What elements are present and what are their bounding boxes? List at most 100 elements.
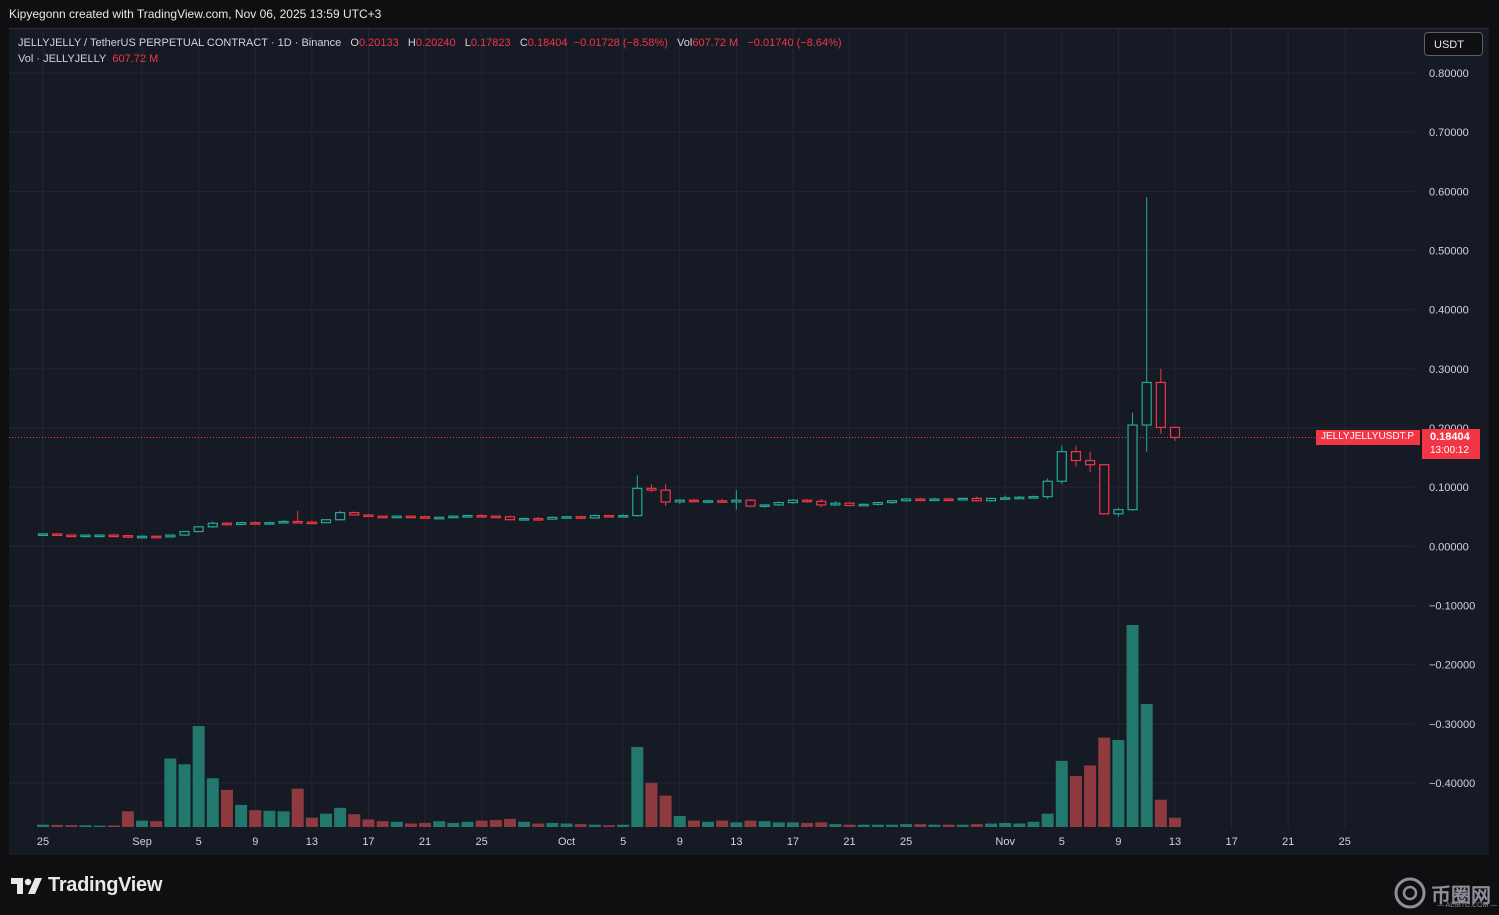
candle-body (603, 514, 615, 518)
volume-bar (744, 820, 757, 827)
volume-indicator-label[interactable]: Vol · JELLYJELLY (18, 53, 107, 65)
volume-bar (93, 825, 106, 827)
candle-body (830, 502, 841, 506)
candle-body (264, 522, 275, 525)
volume-bar (1069, 775, 1082, 827)
candle-body (448, 515, 459, 519)
candle-body (335, 512, 346, 521)
candle-body (66, 534, 77, 538)
attribution-text: Kipyegonn created with TradingView.com, … (9, 7, 382, 21)
vol-label: Vol (677, 37, 693, 49)
candle-body (462, 514, 473, 518)
low-value: 0.17823 (470, 37, 511, 49)
volume-bar (801, 822, 814, 827)
x-axis-tick-label: 25 (476, 836, 488, 848)
volume-bar (574, 824, 587, 827)
volume-bar (320, 813, 332, 827)
candle-body (731, 499, 742, 503)
high-label: H (407, 37, 416, 49)
volume-bar (645, 782, 658, 827)
last-price-value: 0.18404 (1430, 431, 1470, 443)
x-axis-tick-label: 9 (677, 836, 683, 848)
chart-panel[interactable]: 0.80000 0.70000 0.60000 0.50000 0.40000 0.300… (9, 28, 1489, 855)
footer-bar (0, 855, 1499, 915)
close-label: C (519, 37, 528, 49)
candle-body (151, 535, 162, 539)
x-axis-tick-label: 25 (900, 836, 912, 848)
tradingview-logo[interactable]: TradingView (11, 874, 162, 897)
low-label: L (464, 37, 471, 49)
countdown-timer: 13:00:12 (1430, 445, 1469, 456)
candle-body (618, 514, 629, 518)
x-axis-tick-label: 21 (419, 836, 431, 848)
volume-bar (942, 824, 955, 827)
candle-body (886, 500, 898, 504)
volume-bar (447, 822, 460, 827)
volume-bar (1013, 823, 1026, 827)
candle-body (915, 498, 926, 502)
volume-bar (560, 823, 573, 827)
watermark-subtext: — ALIBTC.COM — (1437, 902, 1498, 909)
volume-bar (1112, 739, 1125, 827)
symbol-description[interactable]: JELLYJELLY / TetherUS PERPETUAL CONTRACT… (18, 37, 342, 49)
x-axis-tick-label: 21 (843, 836, 855, 848)
x-axis-tick-label: Sep (132, 836, 152, 848)
candle-body (943, 498, 954, 502)
candle-body (632, 487, 643, 517)
y-axis-tick-label: −0.30000 (1429, 719, 1475, 731)
candle-body (108, 534, 119, 538)
y-axis-tick-label: −0.20000 (1429, 660, 1475, 672)
x-axis-tick-label: 25 (1339, 836, 1351, 848)
y-axis-tick-label: 0.30000 (1429, 364, 1469, 376)
y-axis-tick-label: −0.10000 (1429, 601, 1475, 613)
x-axis-tick-label: 9 (1115, 836, 1121, 848)
candle-body (207, 522, 218, 528)
candle-body (434, 516, 445, 520)
currency-button[interactable]: USDT (1424, 32, 1483, 56)
candle-body (363, 514, 374, 518)
volume-bar (305, 817, 318, 827)
candle-body (1155, 381, 1166, 429)
candle-body (504, 516, 516, 521)
volume-bar (79, 825, 92, 827)
watermark-icon (1394, 877, 1426, 909)
candle-body (1099, 464, 1110, 515)
candle-body (717, 500, 728, 503)
volume-bar (362, 819, 375, 827)
volume-bar (1169, 817, 1181, 827)
candle-body (660, 489, 671, 503)
volume-bar (136, 820, 149, 827)
candle-body (1084, 459, 1096, 466)
candle-body (971, 497, 983, 502)
open-value: 0.20133 (358, 37, 399, 49)
y-axis-tick-label: 0.50000 (1429, 246, 1469, 258)
symbol-price-tag: JELLYJELLYUSDT.P (1316, 430, 1420, 445)
volume-bar (376, 821, 389, 827)
x-axis-tick-label: 5 (620, 836, 626, 848)
chart-legend: JELLYJELLY / TetherUS PERPETUAL CONTRACT… (18, 35, 842, 67)
candle-body (985, 497, 997, 502)
vol-change-value: −0.01740 (−8.64%) (747, 37, 842, 49)
y-axis-tick-label: −0.40000 (1429, 778, 1475, 790)
candlestick-chart[interactable]: 0.80000 0.70000 0.60000 0.50000 0.40000 0.300… (9, 29, 1489, 855)
x-axis-tick-label: 13 (730, 836, 742, 848)
y-axis-tick-label: 0.80000 (1429, 68, 1469, 80)
volume-bar (419, 822, 432, 827)
volume-bar (815, 822, 828, 827)
y-axis-tick-label: 0.00000 (1429, 541, 1469, 553)
candle-body (94, 534, 105, 538)
volume-bar (786, 822, 799, 827)
candle-body (901, 498, 912, 502)
volume-bar (956, 824, 969, 827)
volume-bar (220, 789, 233, 827)
volume-bar (433, 821, 446, 827)
candle-body (1000, 497, 1011, 500)
volume-bar (900, 824, 913, 827)
candle-body (391, 515, 402, 519)
volume-bar (503, 818, 516, 827)
high-value: 0.20240 (415, 37, 456, 49)
volume-bar (65, 825, 78, 827)
volume-bar (857, 824, 870, 827)
volume-bar (263, 810, 276, 827)
volume-indicator-value: 607.72 M (112, 53, 159, 65)
